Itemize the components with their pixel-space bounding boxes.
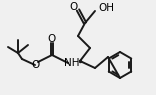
Text: OH: OH [98, 3, 114, 13]
Text: O: O [48, 34, 56, 44]
Text: O: O [31, 60, 39, 70]
Text: O: O [69, 2, 77, 12]
Text: NH: NH [64, 58, 80, 68]
